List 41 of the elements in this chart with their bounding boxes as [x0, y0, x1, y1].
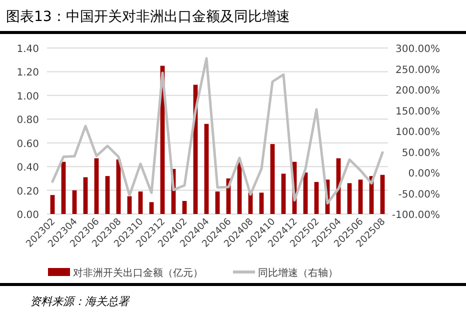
bar: [182, 200, 187, 214]
bar: [259, 192, 264, 214]
bar: [314, 182, 319, 214]
y2-tick-label: 0.00%: [408, 168, 440, 180]
bar: [61, 162, 66, 214]
bar: [50, 195, 55, 214]
y-tick-label: 0.40: [16, 162, 39, 174]
y2-tick-label: -50.00%: [398, 189, 440, 200]
y2-tick-label: 50.00%: [402, 148, 440, 159]
y-tick-label: 0.20: [16, 186, 39, 198]
bar: [127, 196, 132, 214]
text: 资料来源：海关总署: [30, 295, 130, 308]
bar: [380, 174, 385, 214]
y-tick-label: 0.60: [16, 138, 39, 150]
legend-label: 对非洲开关出口金额（亿元）: [73, 267, 203, 279]
bar: [215, 191, 220, 214]
y-tick-label: 0.80: [16, 115, 39, 126]
y2-tick-label: 150.00%: [396, 106, 440, 118]
bar: [149, 202, 154, 214]
bar: [281, 174, 286, 214]
chart-title: 图表13：中国开关对非洲出口金额及同比增速: [6, 9, 290, 25]
bar: [83, 177, 88, 214]
bar: [347, 183, 352, 214]
bar: [204, 124, 209, 214]
y2-tick-label: 250.00%: [396, 64, 440, 76]
y-tick-label: 1.20: [16, 68, 39, 79]
y2-tick-label: 200.00%: [396, 86, 440, 96]
y-tick-label: 1.40: [16, 44, 39, 55]
legend-label: 同比增速（右轴）: [258, 267, 338, 279]
y-tick-label: 1.00: [16, 91, 39, 102]
y-tick-label: 0.00: [16, 210, 39, 221]
bar: [358, 180, 363, 214]
y2-tick-label: 300.00%: [396, 44, 440, 55]
bar: [138, 191, 143, 214]
bar: [94, 158, 99, 214]
y2-tick-label: -100.00%: [392, 210, 440, 221]
y2-tick-label: 100.00%: [396, 127, 440, 138]
bar: [72, 190, 77, 214]
bar: [270, 144, 275, 214]
line-series: [51, 57, 384, 204]
bar: [105, 176, 110, 214]
